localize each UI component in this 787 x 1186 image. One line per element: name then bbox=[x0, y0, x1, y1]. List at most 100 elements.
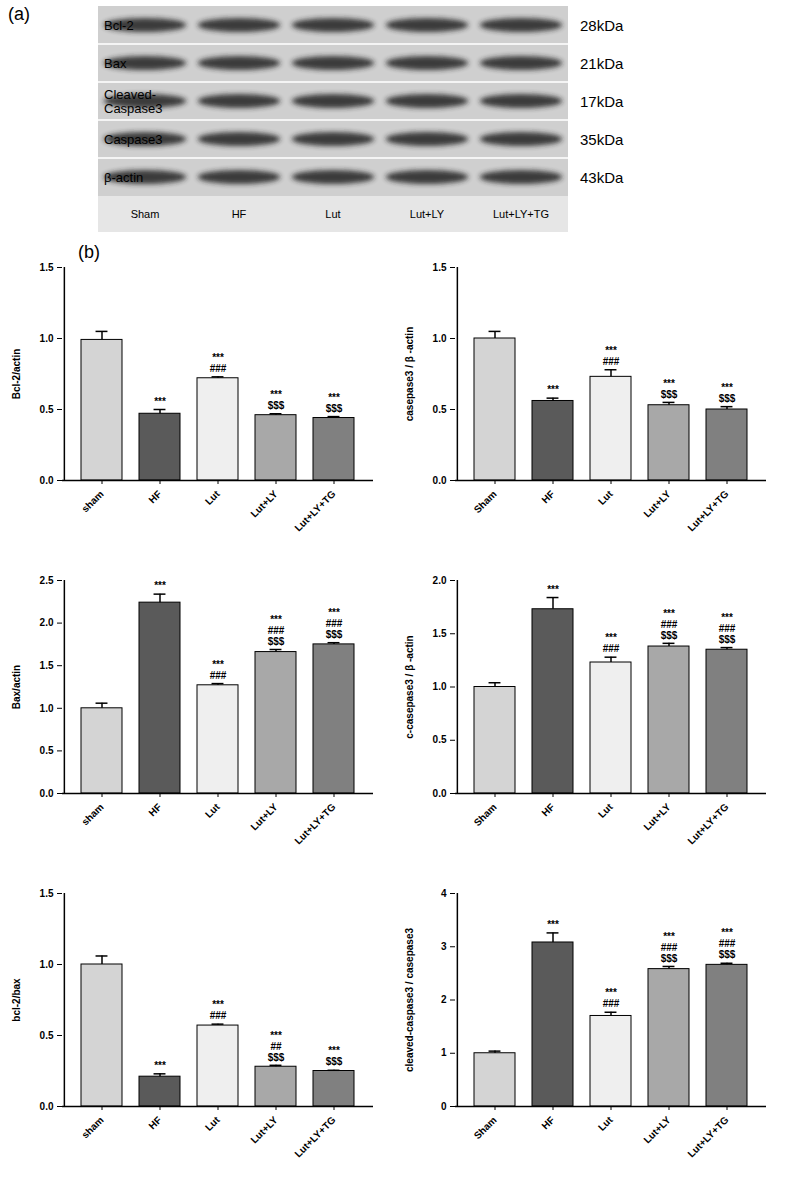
svg-text:***: *** bbox=[212, 659, 224, 670]
svg-text:21kDa: 21kDa bbox=[580, 55, 624, 72]
svg-text:HF: HF bbox=[146, 488, 163, 505]
svg-text:0.0: 0.0 bbox=[40, 788, 54, 799]
svg-text:$$$: $$$ bbox=[326, 403, 343, 414]
svg-text:Bax: Bax bbox=[104, 56, 127, 71]
svg-text:cleaved-caspase3 / casepase3: cleaved-caspase3 / casepase3 bbox=[404, 928, 415, 1072]
svg-text:***: *** bbox=[663, 931, 675, 942]
svg-text:1: 1 bbox=[441, 1047, 447, 1058]
svg-text:***: *** bbox=[547, 584, 559, 595]
svg-text:0.5: 0.5 bbox=[433, 404, 447, 415]
svg-text:HF: HF bbox=[539, 1114, 556, 1131]
svg-text:***: *** bbox=[547, 384, 559, 395]
svg-text:Lut+LY: Lut+LY bbox=[410, 208, 445, 220]
svg-text:Lut: Lut bbox=[596, 801, 615, 820]
svg-text:Lut: Lut bbox=[596, 1114, 615, 1133]
svg-text:0.0: 0.0 bbox=[433, 475, 447, 486]
svg-text:***: *** bbox=[328, 392, 340, 403]
svg-text:1.5: 1.5 bbox=[40, 262, 54, 273]
svg-text:2: 2 bbox=[441, 994, 447, 1005]
svg-text:casepase3 / β -actin: casepase3 / β -actin bbox=[404, 327, 415, 422]
svg-text:##: ## bbox=[270, 1041, 282, 1052]
svg-text:$$$: $$$ bbox=[719, 393, 736, 404]
svg-text:***: *** bbox=[547, 919, 559, 930]
svg-text:***: *** bbox=[328, 607, 340, 618]
svg-text:Lut+LY+TG: Lut+LY+TG bbox=[292, 488, 337, 533]
svg-text:(a): (a) bbox=[8, 4, 30, 24]
svg-text:1.0: 1.0 bbox=[40, 703, 54, 714]
svg-text:Lut: Lut bbox=[596, 488, 615, 507]
svg-text:Sham: Sham bbox=[472, 1114, 499, 1141]
svg-text:***: *** bbox=[270, 389, 282, 400]
svg-text:Lut+LY+TG: Lut+LY+TG bbox=[685, 801, 730, 846]
svg-text:sham: sham bbox=[79, 801, 105, 827]
svg-text:HF: HF bbox=[146, 1114, 163, 1131]
svg-text:4: 4 bbox=[441, 888, 447, 899]
svg-text:1.0: 1.0 bbox=[433, 333, 447, 344]
svg-text:Lut+LY: Lut+LY bbox=[248, 1114, 280, 1146]
svg-text:***: *** bbox=[721, 612, 733, 623]
svg-text:43kDa: 43kDa bbox=[580, 169, 624, 186]
svg-text:###: ### bbox=[719, 938, 736, 949]
svg-text:Lut+LY+TG: Lut+LY+TG bbox=[493, 208, 549, 220]
svg-text:###: ### bbox=[268, 625, 285, 636]
svg-text:$$$: $$$ bbox=[719, 949, 736, 960]
svg-text:Lut: Lut bbox=[203, 801, 222, 820]
svg-text:β-actin: β-actin bbox=[104, 170, 143, 185]
svg-text:sham: sham bbox=[79, 1114, 105, 1140]
svg-text:Sham: Sham bbox=[472, 488, 499, 515]
svg-text:Lut: Lut bbox=[203, 1114, 222, 1133]
svg-text:***: *** bbox=[721, 382, 733, 393]
svg-text:###: ### bbox=[603, 356, 620, 367]
svg-text:Bcl-2/actin: Bcl-2/actin bbox=[11, 349, 22, 400]
svg-text:sham: sham bbox=[79, 488, 105, 514]
svg-text:***: *** bbox=[154, 1060, 166, 1071]
svg-text:Lut+LY: Lut+LY bbox=[641, 488, 673, 520]
svg-text:1.5: 1.5 bbox=[433, 628, 447, 639]
svg-text:1.0: 1.0 bbox=[433, 681, 447, 692]
svg-text:###: ### bbox=[210, 1010, 227, 1021]
svg-text:1.0: 1.0 bbox=[40, 959, 54, 970]
svg-text:***: *** bbox=[663, 378, 675, 389]
svg-text:0.0: 0.0 bbox=[40, 1101, 54, 1112]
svg-text:0.0: 0.0 bbox=[40, 475, 54, 486]
svg-text:$$$: $$$ bbox=[661, 389, 678, 400]
svg-text:HF: HF bbox=[146, 801, 163, 818]
svg-text:###: ### bbox=[661, 619, 678, 630]
svg-text:Lut: Lut bbox=[203, 488, 222, 507]
svg-text:0.5: 0.5 bbox=[40, 1030, 54, 1041]
svg-text:$$$: $$$ bbox=[326, 629, 343, 640]
svg-text:***: *** bbox=[212, 352, 224, 363]
svg-text:***: *** bbox=[721, 927, 733, 938]
svg-text:###: ### bbox=[210, 363, 227, 374]
svg-text:***: *** bbox=[605, 632, 617, 643]
svg-text:Caspase3: Caspase3 bbox=[104, 132, 163, 147]
svg-text:c-casepase3 / β -actin: c-casepase3 / β -actin bbox=[404, 635, 415, 738]
svg-text:$$$: $$$ bbox=[268, 400, 285, 411]
svg-text:$$$: $$$ bbox=[268, 1052, 285, 1063]
svg-text:0.5: 0.5 bbox=[40, 745, 54, 756]
svg-text:Sham: Sham bbox=[131, 208, 160, 220]
svg-text:***: *** bbox=[663, 608, 675, 619]
svg-text:1.5: 1.5 bbox=[40, 660, 54, 671]
svg-text:Cleaved-Caspase3: Cleaved-Caspase3 bbox=[104, 87, 163, 116]
svg-text:Sham: Sham bbox=[472, 801, 499, 828]
svg-text:0.5: 0.5 bbox=[40, 404, 54, 415]
svg-text:###: ### bbox=[603, 643, 620, 654]
svg-text:Lut: Lut bbox=[325, 208, 340, 220]
svg-text:Lut+LY+TG: Lut+LY+TG bbox=[292, 1114, 337, 1159]
svg-text:28kDa: 28kDa bbox=[580, 17, 624, 34]
svg-text:$$$: $$$ bbox=[719, 634, 736, 645]
svg-text:###: ### bbox=[719, 623, 736, 634]
svg-text:***: *** bbox=[270, 614, 282, 625]
svg-text:***: *** bbox=[212, 999, 224, 1010]
svg-text:2.0: 2.0 bbox=[40, 617, 54, 628]
svg-text:HF: HF bbox=[232, 208, 247, 220]
svg-text:Bax/actin: Bax/actin bbox=[11, 665, 22, 709]
svg-text:1.0: 1.0 bbox=[40, 333, 54, 344]
svg-text:Lut+LY+TG: Lut+LY+TG bbox=[685, 1114, 730, 1159]
svg-text:***: *** bbox=[154, 580, 166, 591]
svg-text:$$$: $$$ bbox=[326, 1056, 343, 1067]
svg-text:0.5: 0.5 bbox=[433, 734, 447, 745]
svg-text:0: 0 bbox=[441, 1101, 447, 1112]
svg-text:1.5: 1.5 bbox=[433, 262, 447, 273]
